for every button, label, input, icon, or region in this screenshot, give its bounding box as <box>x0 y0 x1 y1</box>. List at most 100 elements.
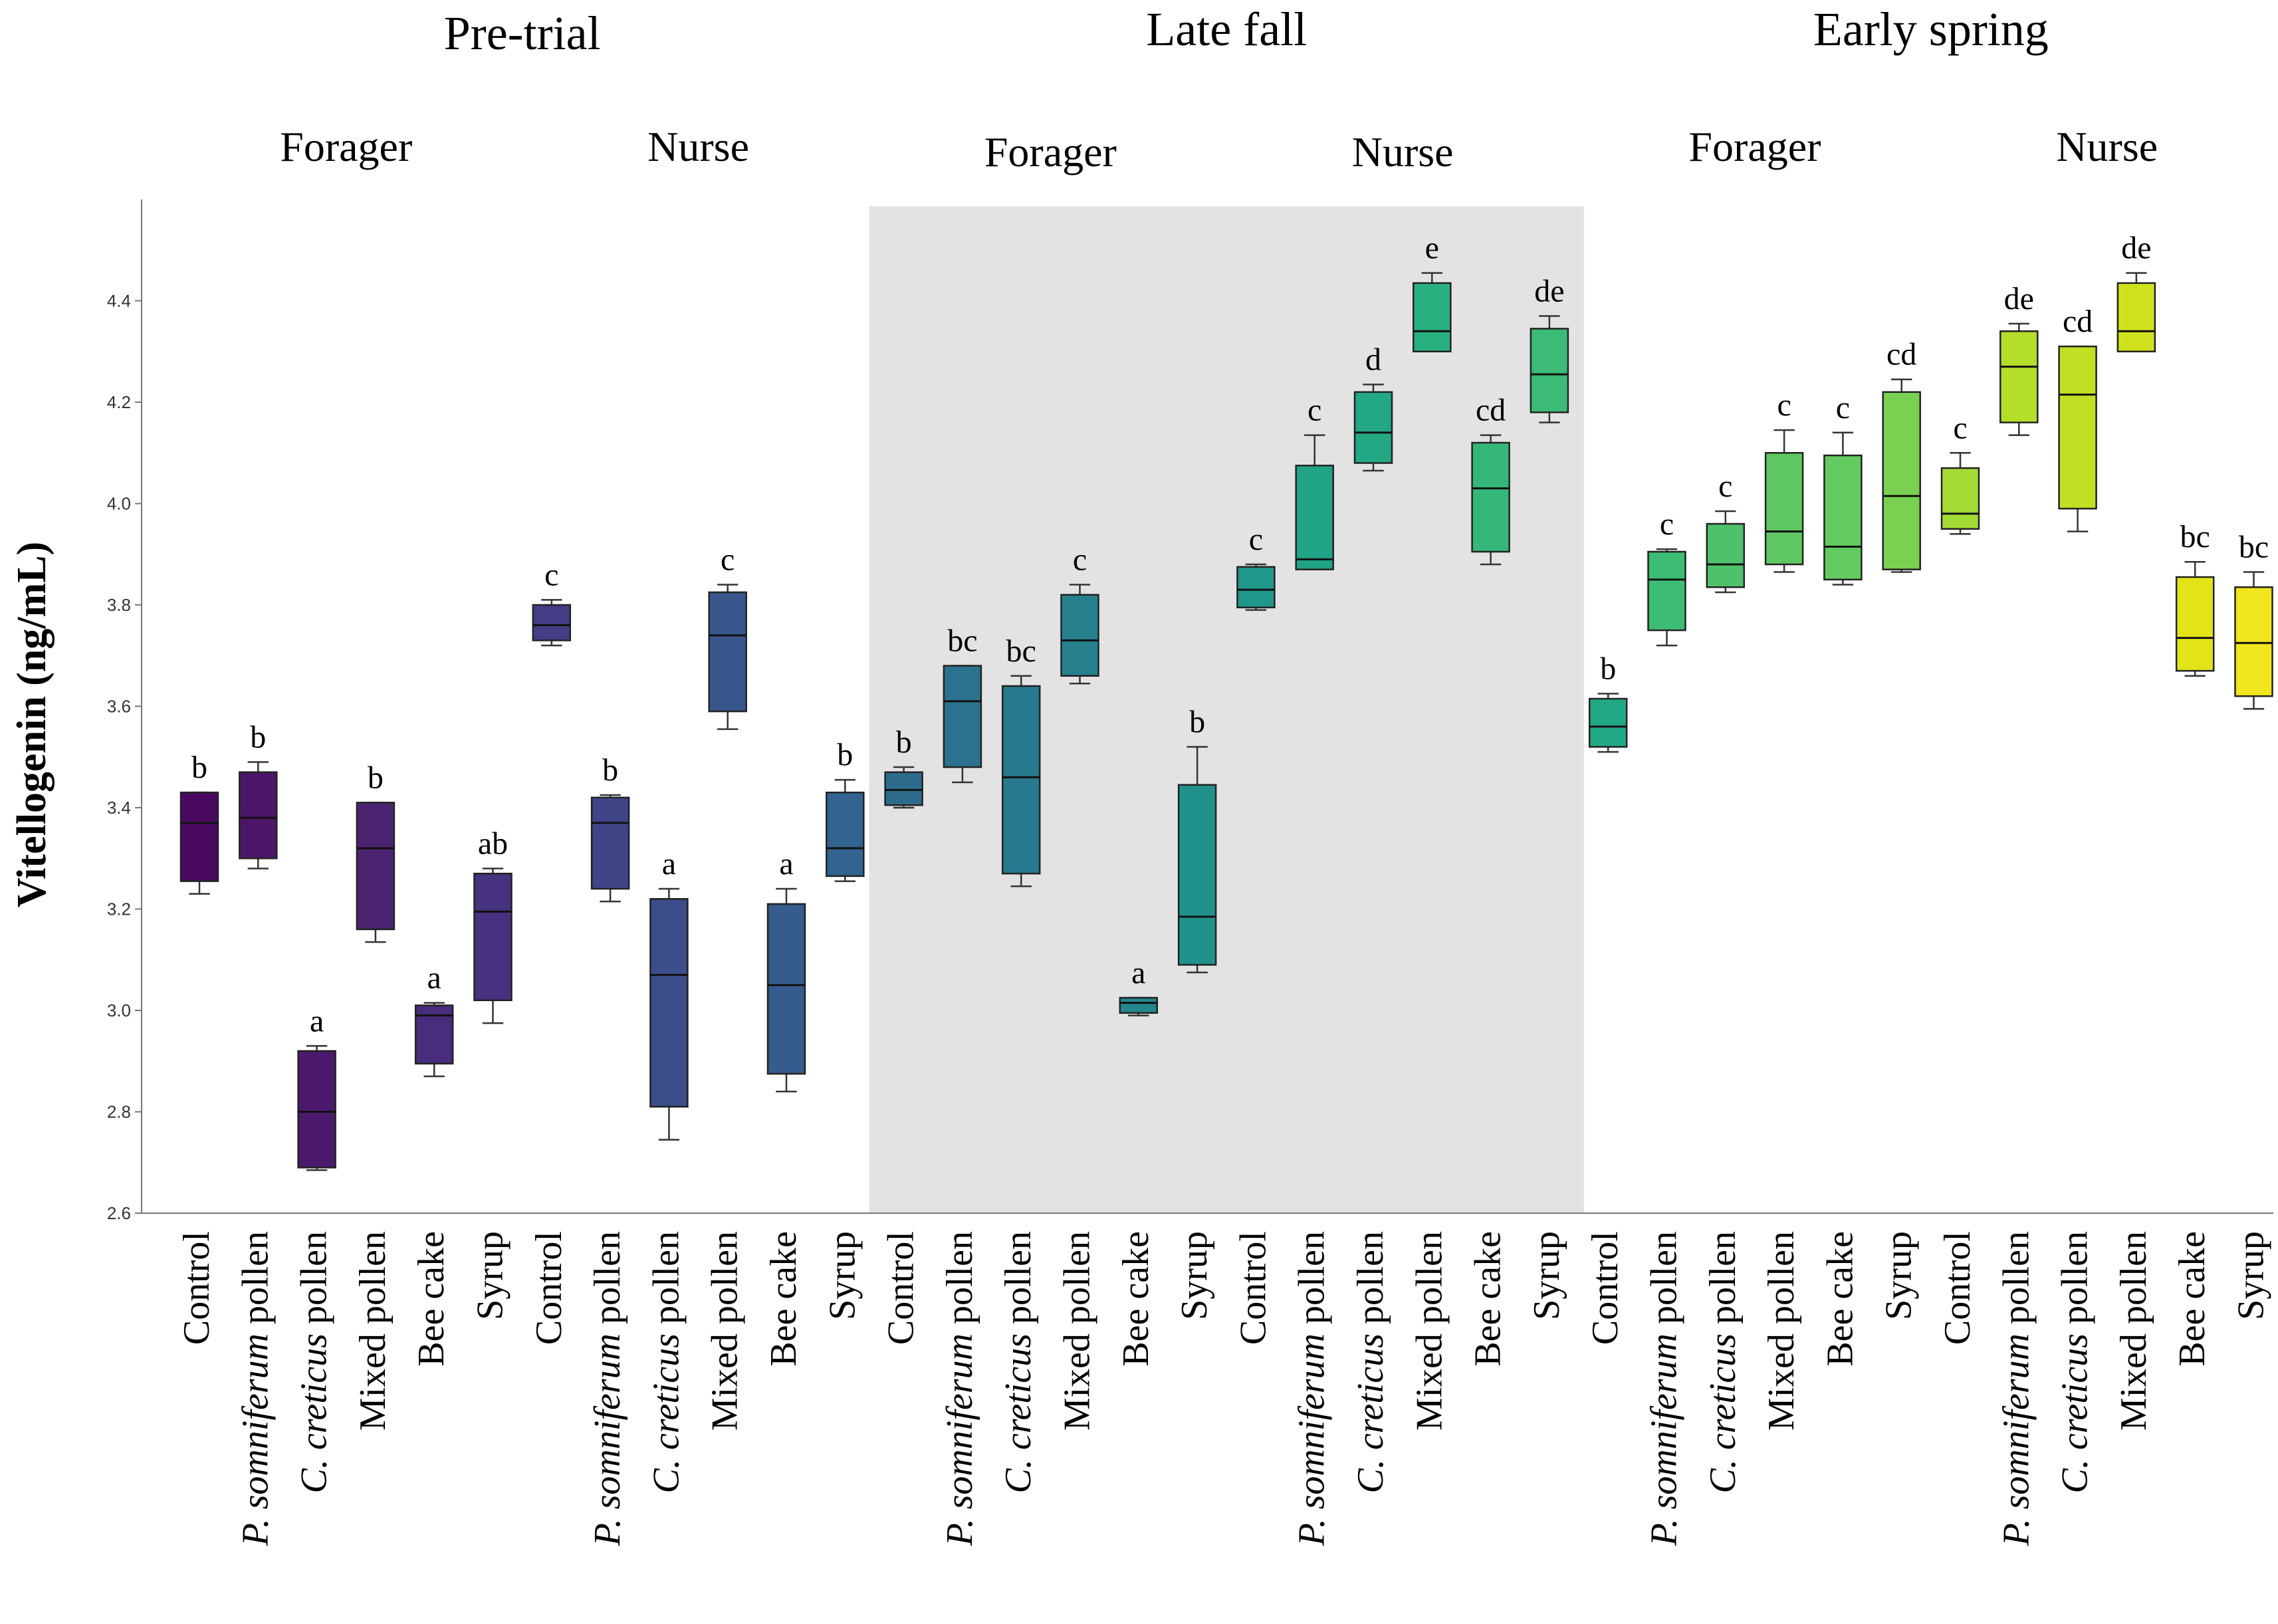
iqr-box <box>1177 784 1217 966</box>
significance-letter: de <box>1534 273 1564 308</box>
period-label-late-fall: Late fall <box>1146 3 1307 56</box>
significance-letter: c <box>1777 388 1791 423</box>
significance-letter: b <box>896 725 912 760</box>
iqr-box <box>708 591 747 713</box>
x-tick-label: Bee cake <box>763 1231 804 1367</box>
box-early-spring-nurse-bee-cake <box>2175 560 2215 677</box>
group-label-forager: Forager <box>280 123 412 170</box>
x-tick-label: Control <box>1232 1231 1274 1345</box>
iqr-box <box>414 1004 454 1065</box>
x-tick-label: P. somniferum pollen <box>939 1231 980 1546</box>
iqr-box <box>1647 550 1686 632</box>
iqr-box <box>943 665 982 768</box>
x-tick-label: C. creticus pollen <box>1350 1231 1391 1494</box>
group-label-nurse: Nurse <box>647 123 749 170</box>
significance-letter: b <box>602 753 618 788</box>
iqr-box <box>1353 391 1393 464</box>
x-tick-label: Control <box>528 1231 570 1345</box>
group-label-nurse: Nurse <box>1352 128 1454 175</box>
iqr-box <box>1413 282 1452 352</box>
group-label-forager: Forager <box>984 128 1117 175</box>
box-late-fall-nurse-mixed-pollen <box>1413 272 1452 352</box>
significance-letter: b <box>191 750 207 785</box>
box-early-spring-forager-control <box>1588 693 1628 753</box>
iqr-box <box>1295 465 1334 570</box>
y-tick-label: 3.6 <box>107 697 131 717</box>
box-pre-trial-nurse-syrup <box>826 778 865 882</box>
iqr-box <box>766 903 806 1075</box>
x-tick-label: Bee cake <box>411 1231 452 1367</box>
iqr-box <box>1823 454 1863 581</box>
significance-letter: de <box>2004 281 2034 316</box>
x-tick-label: Syrup <box>1174 1231 1215 1320</box>
iqr-box <box>1001 685 1041 875</box>
significance-letter: c <box>1660 507 1674 542</box>
late-fall-shaded-region <box>869 206 1585 1213</box>
box-pre-trial-nurse-mixed-pollen <box>708 584 747 731</box>
x-tick-label: Syrup <box>822 1231 863 1320</box>
iqr-box <box>2234 586 2273 697</box>
y-tick-label: 3.2 <box>107 899 131 919</box>
significance-letter: c <box>1073 542 1087 578</box>
x-tick-label: P. somniferum pollen <box>235 1231 276 1546</box>
significance-letter: b <box>250 719 266 754</box>
significance-letter: cd <box>1476 393 1506 428</box>
box-pre-trial-forager-bee-cake <box>414 1002 454 1078</box>
box-early-spring-forager-c-creticus-pollen <box>1706 510 1746 594</box>
box-early-spring-nurse-c-creticus-pollen <box>2058 345 2097 532</box>
box-late-fall-forager-mixed-pollen <box>1060 584 1099 685</box>
box-early-spring-nurse-p-somniferum-pollen <box>1999 322 2039 436</box>
y-tick-label: 4.4 <box>107 291 131 311</box>
x-tick-label: Mixed pollen <box>2113 1231 2154 1431</box>
iqr-box <box>1236 566 1276 609</box>
y-tick-label: 4.2 <box>107 392 131 412</box>
group-label-nurse: Nurse <box>2056 123 2158 170</box>
box-late-fall-forager-bee-cake <box>1119 996 1159 1016</box>
iqr-box <box>2058 345 2097 510</box>
box-pre-trial-nurse-bee-cake <box>766 887 806 1093</box>
box-pre-trial-forager-control <box>179 791 219 895</box>
significance-letter: a <box>662 846 676 881</box>
iqr-box <box>473 872 513 1001</box>
significance-letter: bc <box>2180 519 2210 554</box>
box-early-spring-forager-p-somniferum-pollen <box>1647 548 1686 647</box>
x-tick-label: Syrup <box>1879 1231 1920 1320</box>
iqr-box <box>826 791 865 877</box>
iqr-box <box>1530 328 1569 413</box>
significance-letter: c <box>1953 410 1967 445</box>
significance-letter: c <box>1308 393 1321 428</box>
iqr-box <box>532 604 572 641</box>
significance-letter: ab <box>478 826 508 862</box>
iqr-box <box>297 1050 336 1169</box>
significance-letter: c <box>721 542 735 578</box>
significance-letter: b <box>1189 705 1205 740</box>
x-tick-label: Mixed pollen <box>1057 1231 1098 1431</box>
box-late-fall-nurse-control <box>1236 563 1276 611</box>
period-label-early-spring: Early spring <box>1813 3 2049 56</box>
box-late-fall-forager-p-somniferum-pollen <box>943 665 982 784</box>
significance-letter: b <box>368 760 384 795</box>
significance-letter: d <box>1365 342 1381 377</box>
box-late-fall-nurse-p-somniferum-pollen <box>1295 434 1334 570</box>
iqr-box <box>1882 391 1921 570</box>
period-label-pre-trial: Pre-trial <box>444 7 601 60</box>
group-label-forager: Forager <box>1688 123 1821 170</box>
y-tick-label: 3.8 <box>107 595 131 615</box>
x-tick-label: P. somniferum pollen <box>1292 1231 1333 1546</box>
y-axis-label: Vitellogenin (ng/mL) <box>9 542 55 908</box>
iqr-box <box>1471 441 1510 553</box>
significance-letter: a <box>427 961 441 996</box>
significance-letter: bc <box>2239 529 2269 564</box>
x-tick-label: P. somniferum pollen <box>1995 1231 2037 1546</box>
significance-letter: de <box>2121 231 2151 266</box>
x-tick-label: P. somniferum pollen <box>587 1231 628 1546</box>
box-late-fall-forager-syrup <box>1177 746 1217 974</box>
box-late-fall-nurse-syrup <box>1530 315 1569 423</box>
significance-letter: bc <box>1006 634 1036 669</box>
box-pre-trial-nurse-p-somniferum-pollen <box>590 794 630 903</box>
x-tick-label: Syrup <box>1526 1231 1567 1320</box>
box-early-spring-nurse-syrup <box>2234 571 2273 710</box>
x-tick-label: Mixed pollen <box>1761 1231 1802 1431</box>
x-tick-label: Mixed pollen <box>705 1231 746 1431</box>
